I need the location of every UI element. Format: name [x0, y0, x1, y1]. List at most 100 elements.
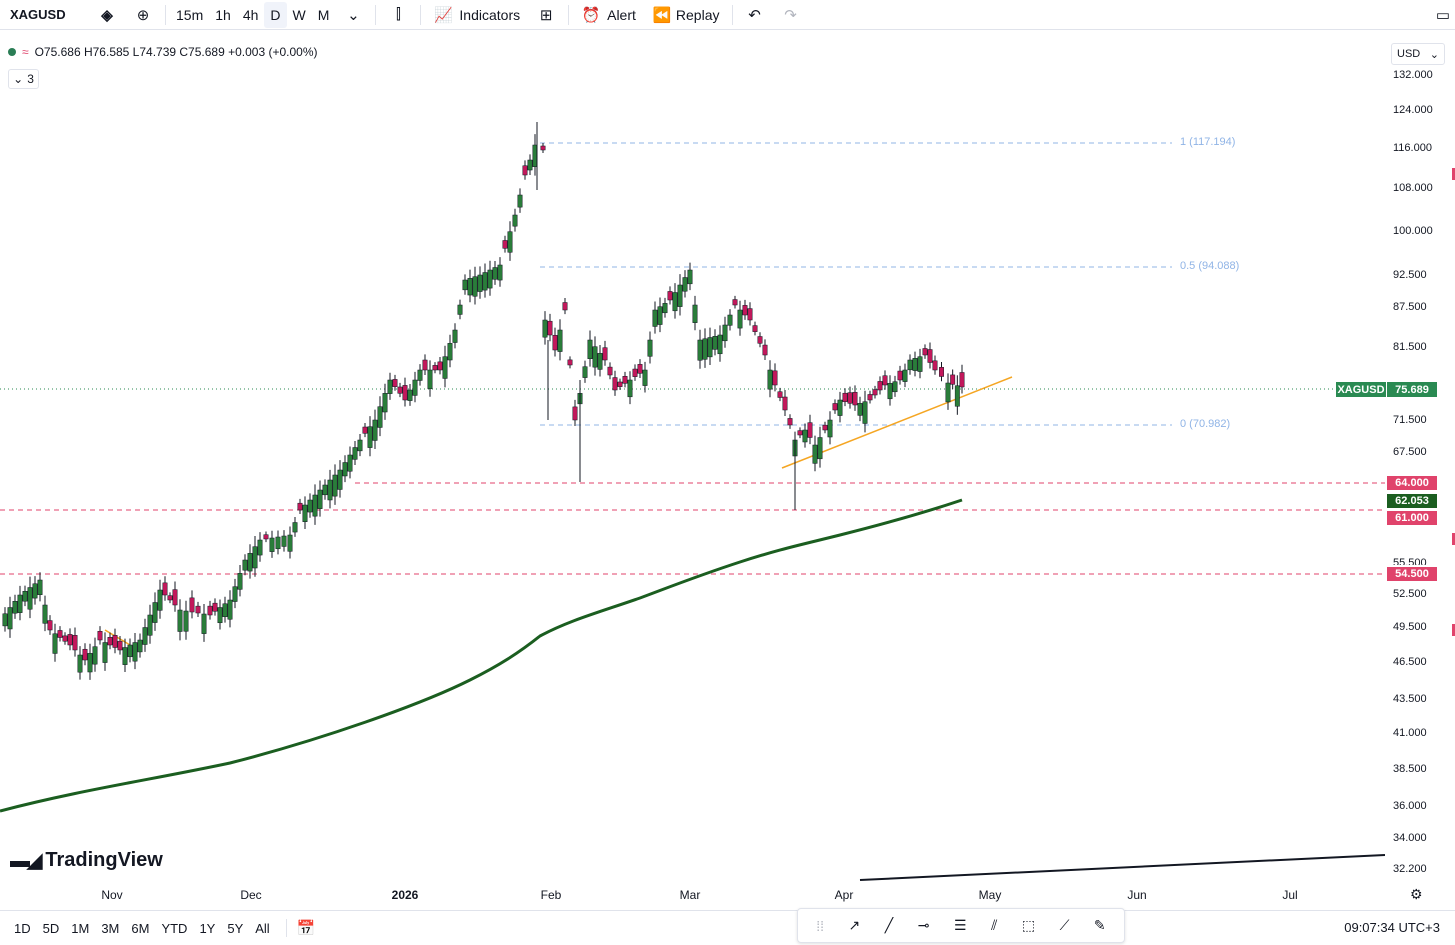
candle-body	[467, 278, 473, 296]
fullscreen-button[interactable]: ▭	[1425, 0, 1455, 30]
candle-body	[72, 635, 78, 651]
price-chart[interactable]	[0, 35, 1385, 915]
path-tool-icon[interactable]: ⟋	[1059, 917, 1070, 933]
tf-4h[interactable]: 4h	[242, 6, 259, 23]
go-to-date-icon[interactable]: 📅	[296, 920, 316, 937]
range-1m[interactable]: 1M	[71, 920, 90, 936]
trend-line-secondary[interactable]	[859, 854, 1385, 881]
layouts-button[interactable]: ⊞	[528, 0, 564, 30]
candle-body	[327, 479, 333, 501]
rewind-icon: ⏪	[652, 6, 672, 24]
tf-m[interactable]: M	[317, 6, 330, 23]
candle-body	[912, 358, 918, 371]
horizontal-ray-tool-icon[interactable]: ⊸	[917, 917, 930, 933]
candle-body	[263, 534, 269, 540]
symbol-search[interactable]: XAGUSD ◈	[0, 0, 125, 30]
price-tick: 49.500	[1393, 621, 1427, 633]
candle-body	[727, 314, 733, 326]
range-6m[interactable]: 6M	[131, 920, 150, 936]
candle-body	[122, 647, 128, 665]
indicators-button[interactable]: 📈 Indicators	[425, 0, 528, 30]
range-1y[interactable]: 1Y	[199, 920, 216, 936]
candle-body	[652, 309, 658, 327]
candle-body	[802, 429, 808, 443]
timeframe-dropdown[interactable]: ⌄	[335, 0, 371, 30]
candle-body	[57, 630, 63, 638]
candle-body	[552, 335, 558, 351]
symbol-price-tag: XAGUSD	[1336, 382, 1386, 397]
candle-body	[167, 595, 173, 601]
range-5d[interactable]: 5D	[42, 920, 60, 936]
candle-body	[67, 634, 73, 646]
moving-average-line[interactable]	[0, 498, 963, 813]
candle-body	[227, 599, 233, 620]
candle-body	[107, 637, 113, 646]
indicator-count: 3	[27, 72, 34, 86]
candle-body	[332, 474, 338, 497]
drag-handle-icon[interactable]: ⁞⁞	[816, 917, 825, 934]
time-tick: May	[978, 888, 1002, 902]
clock[interactable]: 09:07:34 UTC+3	[1344, 920, 1440, 935]
candle-body	[212, 602, 218, 612]
tf-1h[interactable]: 1h	[215, 6, 231, 23]
candle-body	[237, 573, 243, 590]
candle-body	[752, 325, 758, 332]
fib-tool-icon[interactable]: ☰	[954, 917, 967, 933]
replay-button[interactable]: ⏪ Replay	[644, 0, 728, 30]
trend-line-small[interactable]	[104, 629, 131, 646]
parallel-channel-tool-icon[interactable]: ⫽	[991, 917, 998, 933]
watchlist-icon[interactable]: ◈	[101, 6, 113, 24]
candle-body	[647, 339, 653, 357]
candle-body	[162, 582, 168, 596]
candle-body	[737, 309, 743, 329]
tf-15m[interactable]: 15m	[176, 6, 204, 23]
range-ytd[interactable]: YTD	[161, 920, 188, 936]
compare-button[interactable]: ⊕	[125, 0, 161, 30]
candle-body	[772, 370, 778, 386]
candle-body	[347, 454, 353, 472]
undo-button[interactable]: ↶	[737, 0, 773, 30]
price-tick: 81.500	[1393, 341, 1427, 353]
candle-body	[147, 614, 153, 636]
candle-body	[452, 329, 458, 343]
rectangle-tool-icon[interactable]: ⬚	[1021, 917, 1036, 933]
range-3m[interactable]: 3M	[101, 920, 120, 936]
legend-collapse-button[interactable]: ⌄ 3	[8, 69, 39, 89]
candle-body	[722, 324, 728, 342]
range-all[interactable]: All	[255, 920, 270, 936]
tf-d[interactable]: D	[264, 1, 287, 28]
arrow-tool-icon[interactable]: ↗	[848, 917, 861, 933]
candle-body	[52, 633, 58, 654]
tf-w[interactable]: W	[292, 6, 306, 23]
candle-body	[232, 586, 238, 602]
price-tick: 34.000	[1393, 832, 1427, 844]
brush-tool-icon[interactable]: ✎	[1093, 917, 1106, 933]
fullscreen-icon: ▭	[1435, 6, 1451, 24]
candle-body	[142, 627, 148, 645]
price-tick: 108.000	[1393, 182, 1433, 194]
candle-body	[657, 306, 663, 325]
candle-body	[132, 642, 138, 662]
bottom-toolbar: 1D 5D 1M 3M 6M YTD 1Y 5Y All 📅	[0, 910, 1455, 945]
chart-type-button[interactable]: ⫿	[380, 0, 416, 30]
trend-line-tool-icon[interactable]: ╱	[884, 917, 894, 933]
range-5y[interactable]: 5Y	[227, 920, 244, 936]
currency-select[interactable]: USD ⌄	[1391, 43, 1445, 65]
chart-settings-icon[interactable]: ⚙	[1410, 886, 1423, 902]
candle-body	[939, 367, 944, 377]
divider	[165, 4, 166, 25]
candle-body	[317, 489, 323, 509]
range-1d[interactable]: 1D	[14, 920, 31, 936]
candle-body	[302, 504, 308, 522]
candle-body	[42, 604, 48, 624]
candle-body	[632, 368, 638, 377]
candles-icon: ⫿	[396, 6, 401, 23]
redo-button[interactable]: ↷	[773, 0, 809, 30]
candle-body	[7, 607, 13, 630]
candle-body	[201, 613, 207, 634]
last-price-tag: 75.689	[1387, 382, 1437, 397]
candle-body	[157, 589, 163, 611]
candle-body	[357, 439, 363, 452]
candles[interactable]	[2, 122, 965, 680]
alert-button[interactable]: ⏰ Alert	[573, 0, 644, 30]
